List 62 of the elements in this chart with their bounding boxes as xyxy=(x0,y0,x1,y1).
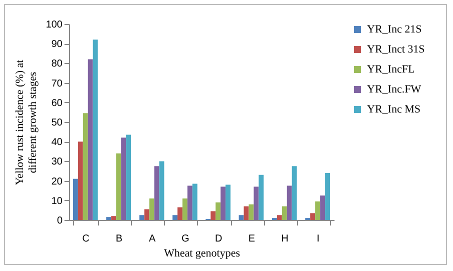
x-tick-label: C xyxy=(82,234,90,244)
legend-label: YR_Inct 31S xyxy=(367,44,425,56)
bar xyxy=(192,184,198,220)
y-tick-label: 10 xyxy=(51,196,63,207)
bar xyxy=(286,186,292,220)
bar xyxy=(258,174,264,220)
bar xyxy=(159,161,164,220)
bar xyxy=(172,215,178,220)
x-tick-label: I xyxy=(316,234,320,244)
bar xyxy=(216,202,221,220)
x-tick-label: B xyxy=(116,234,123,244)
bar xyxy=(292,166,297,220)
bar xyxy=(149,198,154,220)
bar xyxy=(315,201,320,220)
bar xyxy=(121,138,126,220)
x-tick-label: H xyxy=(281,234,289,244)
bar xyxy=(320,196,326,220)
legend-label: YR_Inc MS xyxy=(367,104,420,116)
y-tick-label: 50 xyxy=(51,118,63,128)
bar xyxy=(88,59,93,220)
x-tick-label: A xyxy=(148,234,156,244)
bar xyxy=(154,166,160,220)
bar xyxy=(325,172,330,220)
y-tick-label: 20 xyxy=(51,176,63,188)
y-tick-label: 90 xyxy=(51,39,63,50)
bar xyxy=(177,207,182,220)
y-tick-label: 30 xyxy=(51,156,63,168)
y-tick-label: 40 xyxy=(51,137,63,148)
bar xyxy=(106,217,112,220)
x-tick-label: D xyxy=(214,234,222,244)
bar xyxy=(72,178,78,220)
bar xyxy=(92,40,98,220)
y-tick-label: 80 xyxy=(51,58,63,70)
bar xyxy=(78,142,83,220)
bar xyxy=(220,186,226,220)
bar xyxy=(244,206,249,220)
y-tick-label: 0 xyxy=(56,216,63,226)
y-axis-title: Yellow rust incidence (%) at different growth stages xyxy=(14,60,39,186)
bar xyxy=(226,184,231,220)
bar xyxy=(144,209,150,220)
bar xyxy=(276,215,282,220)
bar xyxy=(210,211,216,220)
y-tick-label: 100 xyxy=(46,20,63,30)
bar xyxy=(126,134,132,220)
y-tick-label: 60 xyxy=(51,98,63,109)
bar xyxy=(310,213,316,220)
bar xyxy=(139,215,144,220)
bar xyxy=(254,186,259,220)
bar xyxy=(111,216,116,220)
bar xyxy=(238,215,244,220)
legend-label: YR_IncFL xyxy=(367,64,415,76)
bar xyxy=(187,186,192,220)
x-axis-title: Wheat genotypes xyxy=(164,248,240,260)
x-tick-label: G xyxy=(182,234,190,244)
bar xyxy=(82,113,88,220)
bar xyxy=(116,153,122,220)
legend-label: YR_Inc.FW xyxy=(367,84,422,96)
x-tick-label: E xyxy=(248,234,256,244)
bar xyxy=(182,198,188,220)
y-tick-label: 70 xyxy=(51,78,63,90)
legend-label: YR_Inc 21S xyxy=(367,24,422,36)
bar xyxy=(282,206,287,220)
